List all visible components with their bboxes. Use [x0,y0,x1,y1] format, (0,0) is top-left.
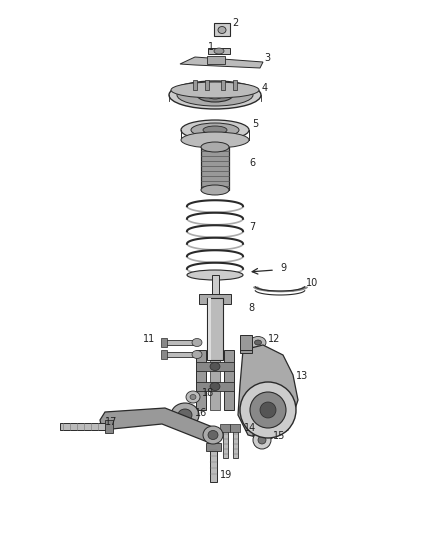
Bar [196,350,206,410]
Ellipse shape [192,351,202,359]
Text: 17: 17 [105,417,117,427]
Ellipse shape [186,391,200,403]
Ellipse shape [260,402,276,418]
Bar [161,350,167,359]
Ellipse shape [254,352,261,357]
Text: 4: 4 [262,83,268,93]
Text: 15: 15 [273,431,286,441]
Ellipse shape [169,81,261,109]
Bar [233,430,237,458]
Ellipse shape [210,383,220,391]
Bar [193,80,197,90]
Ellipse shape [201,185,229,195]
Ellipse shape [250,392,286,428]
Bar [223,430,227,458]
Bar [208,298,211,360]
Ellipse shape [171,403,199,427]
Ellipse shape [208,431,218,440]
Text: 9: 9 [280,263,286,273]
Bar [212,275,219,300]
Ellipse shape [178,409,192,421]
Text: 6: 6 [249,158,255,168]
Text: 3: 3 [264,53,270,63]
Ellipse shape [207,91,223,99]
Ellipse shape [254,340,261,345]
Text: 12: 12 [268,334,280,344]
Bar [105,420,113,433]
Bar [206,443,221,451]
Bar [60,423,110,430]
Ellipse shape [240,382,296,438]
Bar [233,80,237,90]
Bar [240,335,252,353]
Text: 18: 18 [202,388,214,398]
Ellipse shape [190,394,196,400]
Text: 14: 14 [244,423,256,433]
Bar [207,56,225,64]
Text: 19: 19 [220,470,232,480]
Bar [214,23,230,36]
Text: 16: 16 [195,408,207,418]
Ellipse shape [250,349,266,360]
Bar [220,424,230,432]
Bar [208,48,230,54]
Bar [196,362,234,371]
Bar [161,338,167,347]
Ellipse shape [187,270,243,280]
Ellipse shape [192,338,202,346]
Text: 7: 7 [249,222,255,232]
Text: 10: 10 [306,278,318,288]
Bar [224,350,234,410]
Ellipse shape [253,431,271,449]
Text: 2: 2 [232,18,238,28]
Ellipse shape [258,436,266,444]
Bar [196,382,234,391]
Polygon shape [180,57,263,68]
Bar [165,352,197,357]
Ellipse shape [177,84,253,106]
Bar [230,424,240,432]
Polygon shape [100,408,220,443]
Text: 13: 13 [296,371,308,381]
Bar [207,298,223,360]
Text: 11: 11 [143,334,155,344]
Bar [199,294,231,304]
Ellipse shape [218,27,226,34]
Bar [205,80,209,90]
Ellipse shape [171,82,259,98]
Ellipse shape [191,123,239,137]
Ellipse shape [181,132,249,148]
Ellipse shape [201,142,229,152]
Bar [201,147,229,190]
Ellipse shape [203,126,227,134]
Ellipse shape [250,336,266,349]
Ellipse shape [203,426,223,444]
Text: 8: 8 [248,303,254,313]
Bar [221,80,225,90]
Text: 5: 5 [252,119,258,129]
Ellipse shape [181,120,249,140]
Bar [210,350,220,410]
Ellipse shape [210,362,220,370]
Bar [165,340,197,345]
Ellipse shape [214,48,224,54]
Ellipse shape [197,88,233,102]
Polygon shape [238,345,298,440]
Text: 1: 1 [208,42,214,52]
Bar [210,447,217,482]
